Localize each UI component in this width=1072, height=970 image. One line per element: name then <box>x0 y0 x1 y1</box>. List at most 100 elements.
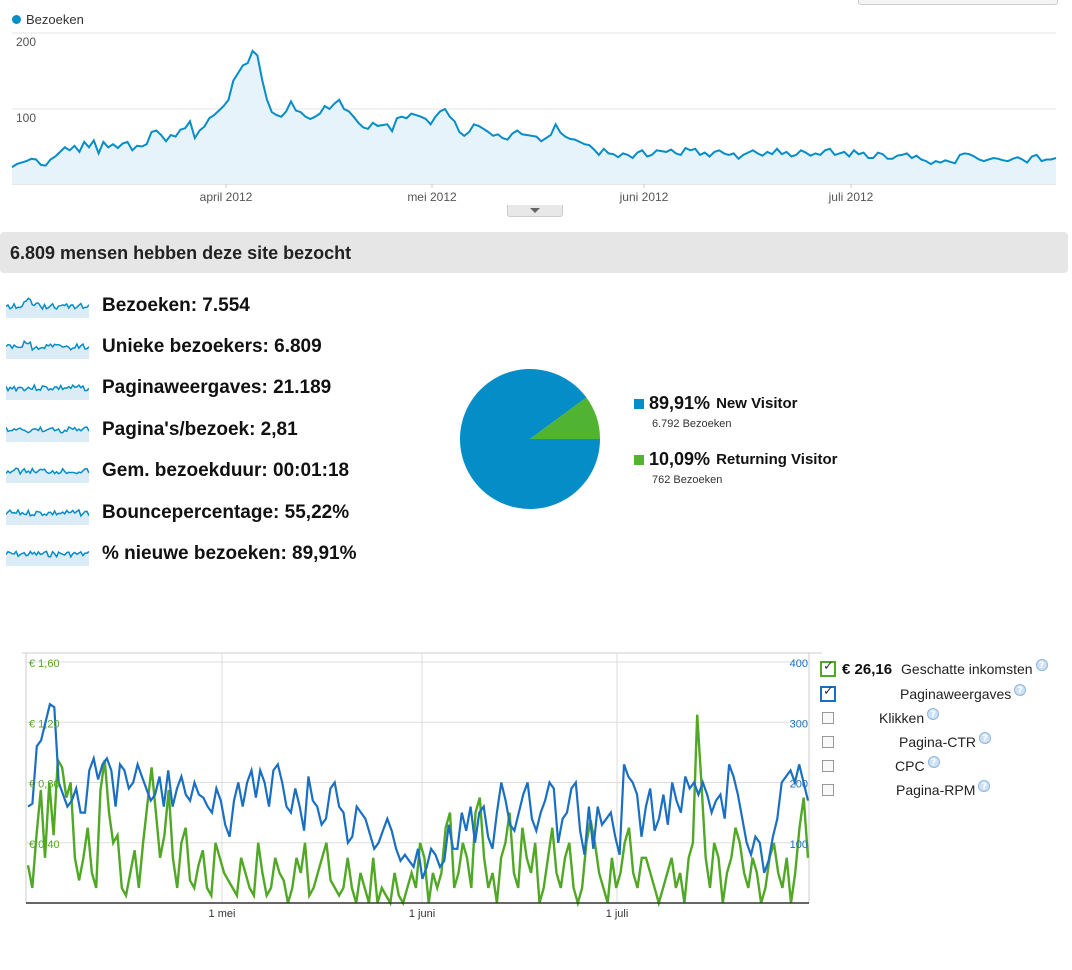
checkbox-page-ctr[interactable] <box>822 736 834 748</box>
legend-swatch <box>634 398 644 409</box>
legend-label: CPC <box>895 758 925 774</box>
sparkline-icon[interactable] <box>6 542 89 566</box>
visits-area-fill <box>12 50 1056 185</box>
top-chart-labels: 200 100 april 2012 mei 2012 juni 2012 juli 20… <box>16 35 874 204</box>
sparkline-line <box>6 550 89 559</box>
legend-label: Geschatte inkomsten <box>901 661 1033 677</box>
x-tick-label: april 2012 <box>200 190 253 204</box>
visits-line <box>11 49 1057 169</box>
metric-label: Unieke bezoekers: 6.809 <box>102 336 322 357</box>
metric-label: Gem. bezoekduur: 00:01:18 <box>102 460 350 481</box>
metric-label: Bouncepercentage: 55,22% <box>102 502 350 523</box>
sparkline-icon[interactable] <box>6 501 89 525</box>
right-axis-label: 100 <box>790 839 808 851</box>
sparkline-line <box>6 339 89 352</box>
right-axis-label: 300 <box>790 718 808 730</box>
sparkline-icon[interactable] <box>6 294 89 318</box>
x-tick-label: juli 2012 <box>828 190 874 204</box>
pie-legend-returning-visitor: 10,09% Returning Visitor 762 Bezoeken <box>634 449 837 486</box>
legend-item-page-rpm[interactable]: Pagina-RPM ? <box>822 780 991 800</box>
left-axis-label: € 0,40 <box>29 839 60 851</box>
sparkline-line <box>6 383 89 393</box>
y-tick-label: 200 <box>16 35 36 49</box>
checkbox-cpc[interactable] <box>822 760 834 772</box>
legend-label: Pagina-CTR <box>899 734 977 750</box>
summary-title: 6.809 mensen hebben deze site bezocht <box>10 243 352 263</box>
sparkline-icon[interactable] <box>6 376 89 400</box>
x-tick-label: mei 2012 <box>407 190 457 204</box>
revenue-total: € 26,16 <box>842 660 893 678</box>
help-icon[interactable]: ? <box>978 780 991 792</box>
legend-percent: 89,91% <box>649 393 711 413</box>
x-tick-label: juni 2012 <box>619 190 669 204</box>
sparkline-line <box>6 297 89 311</box>
sparkline-fill <box>6 551 89 566</box>
help-icon[interactable]: ? <box>927 756 940 768</box>
visitor-type-pie <box>460 369 600 510</box>
metric-visits: Bezoeken: 7.554 <box>6 293 250 319</box>
checkbox-revenue[interactable]: ✓ <box>820 659 836 677</box>
legend-label: Paginaweergaves <box>900 686 1012 702</box>
metric-label: Pagina's/bezoek: 2,81 <box>102 419 298 440</box>
legend-item-pageviews[interactable]: ✓ Paginaweergaves ? <box>820 684 1027 704</box>
legend-item-cpc[interactable]: CPC ? <box>822 756 940 776</box>
right-axis-label: 200 <box>790 779 808 791</box>
legend-swatch <box>634 454 644 465</box>
revenue-line <box>26 714 810 908</box>
checkbox-clicks[interactable] <box>822 712 834 724</box>
legend-visits: 762 Bezoeken <box>652 474 723 486</box>
legend-item-revenue[interactable]: ✓ € 26,16 Geschatte inkomsten ? <box>820 659 1048 679</box>
x-axis-label: 1 juli <box>606 908 629 920</box>
metric-unique-visitors: Unieke bezoekers: 6.809 <box>6 334 322 360</box>
sparkline-line <box>6 425 89 434</box>
pie-slice-new-visitor[interactable] <box>460 369 600 510</box>
top-right-tab[interactable] <box>858 0 1058 5</box>
series-dot-icon <box>12 15 21 24</box>
legend-item-page-ctr[interactable]: Pagina-CTR ? <box>822 732 992 752</box>
left-axis-label: € 0,80 <box>29 779 60 791</box>
pageviews-line <box>27 702 810 880</box>
help-icon[interactable]: ? <box>1035 659 1048 671</box>
metric-new-visits: % nieuwe bezoeken: 89,91% <box>6 541 357 567</box>
metric-label: Bezoeken: 7.554 <box>102 295 250 316</box>
expand-chart-handle[interactable] <box>507 205 563 217</box>
sparkline-fill <box>6 427 89 442</box>
help-icon[interactable]: ? <box>979 732 992 744</box>
sparkline-icon[interactable] <box>6 459 89 483</box>
metric-pages-per-visit: Pagina's/bezoek: 2,81 <box>6 417 298 443</box>
sparkline-icon[interactable] <box>6 418 89 442</box>
legend-name: New Visitor <box>716 395 798 412</box>
summary-header: 6.809 mensen hebben deze site bezocht <box>0 232 1068 273</box>
legend-item-clicks[interactable]: Klikken ? <box>822 708 940 728</box>
metric-label: Paginaweergaves: 21.189 <box>102 377 332 398</box>
right-axis-label: 400 <box>790 658 808 670</box>
top-chart-legend: Bezoeken <box>12 12 84 27</box>
left-axis-label: € 1,60 <box>29 658 60 670</box>
legend-percent: 10,09% <box>649 449 711 469</box>
visits-area-chart: 200 100 april 2012 mei 2012 juni 2012 juli 20… <box>11 32 1057 204</box>
chevron-down-icon <box>530 208 540 213</box>
bottom-chart-labels: € 1,60 € 1,20 € 0,80 € 0,40 400 300 200 100 1 me… <box>29 658 808 920</box>
metric-avg-duration: Gem. bezoekduur: 00:01:18 <box>6 458 349 484</box>
sparkline-icon[interactable] <box>6 335 89 359</box>
sparkline-fill <box>6 468 89 483</box>
checkbox-page-rpm[interactable] <box>822 784 834 796</box>
x-axis-label: 1 mei <box>209 908 236 920</box>
metric-pageviews: Paginaweergaves: 21.189 <box>6 375 331 401</box>
bottom-chart-grid <box>26 653 809 903</box>
y-tick-label: 100 <box>16 111 36 125</box>
help-icon[interactable]: ? <box>927 708 940 720</box>
sparkline-line <box>6 508 89 518</box>
legend-label: Klikken <box>879 710 925 726</box>
revenue-pageviews-chart: € 1,60 € 1,20 € 0,80 € 0,40 400 300 200 100 1 me… <box>22 645 822 920</box>
sparkline-fill <box>6 341 89 359</box>
help-icon[interactable]: ? <box>1014 684 1027 696</box>
pie-legend-new-visitor: 89,91% New Visitor 6.792 Bezoeken <box>634 393 797 430</box>
x-axis-label: 1 juni <box>409 908 435 920</box>
checkbox-pageviews[interactable]: ✓ <box>820 684 836 702</box>
legend-visits: 6.792 Bezoeken <box>652 418 732 430</box>
legend-label: Pagina-RPM <box>896 782 976 798</box>
sparkline-line <box>6 467 89 476</box>
left-axis-label: € 1,20 <box>29 718 60 730</box>
pie-slice-returning-visitor[interactable] <box>530 397 600 439</box>
